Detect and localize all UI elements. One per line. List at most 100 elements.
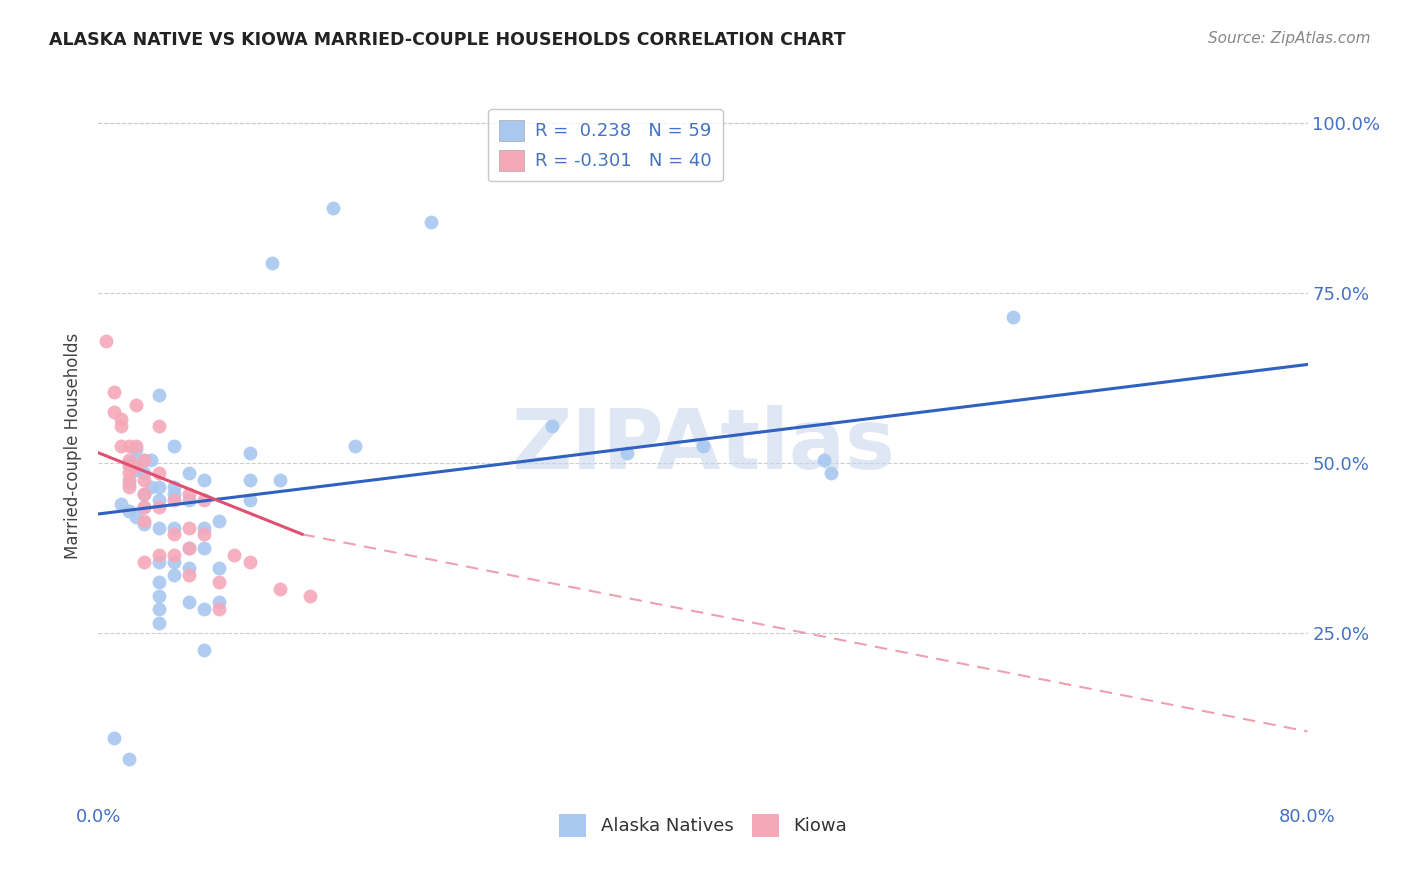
Point bbox=[118, 439, 141, 453]
Point bbox=[163, 555, 186, 569]
Point bbox=[420, 215, 443, 229]
Point bbox=[193, 493, 215, 508]
Point bbox=[148, 480, 170, 494]
Point bbox=[179, 520, 201, 534]
Point bbox=[163, 548, 186, 562]
Point bbox=[262, 255, 284, 269]
Point bbox=[125, 398, 148, 412]
Point bbox=[132, 486, 155, 500]
Y-axis label: Married-couple Households: Married-couple Households bbox=[65, 333, 83, 559]
Point bbox=[208, 561, 231, 575]
Point bbox=[148, 574, 170, 589]
Point bbox=[118, 452, 141, 467]
Point bbox=[94, 334, 117, 348]
Point bbox=[132, 466, 155, 480]
Point bbox=[103, 384, 125, 399]
Text: ZIPAtlas: ZIPAtlas bbox=[510, 406, 896, 486]
Point bbox=[132, 517, 155, 532]
Point bbox=[132, 500, 155, 515]
Point bbox=[179, 466, 201, 480]
Point bbox=[148, 548, 170, 562]
Point bbox=[103, 731, 125, 746]
Point bbox=[110, 418, 132, 433]
Point bbox=[132, 486, 155, 500]
Point bbox=[148, 493, 170, 508]
Point bbox=[148, 615, 170, 630]
Point bbox=[208, 514, 231, 528]
Point bbox=[163, 486, 186, 500]
Point bbox=[125, 442, 148, 457]
Point bbox=[163, 439, 186, 453]
Point bbox=[103, 405, 125, 419]
Point bbox=[110, 439, 132, 453]
Point bbox=[224, 548, 246, 562]
Point bbox=[148, 602, 170, 616]
Point bbox=[125, 452, 148, 467]
Point bbox=[193, 520, 215, 534]
Point bbox=[208, 602, 231, 616]
Point bbox=[163, 493, 186, 508]
Point bbox=[193, 527, 215, 541]
Point bbox=[208, 595, 231, 609]
Point bbox=[132, 452, 155, 467]
Point bbox=[125, 510, 148, 524]
Point bbox=[118, 456, 141, 470]
Point bbox=[141, 452, 163, 467]
Point bbox=[193, 643, 215, 657]
Point bbox=[110, 412, 132, 426]
Point bbox=[125, 463, 148, 477]
Point bbox=[163, 520, 186, 534]
Point bbox=[813, 452, 835, 467]
Point bbox=[163, 527, 186, 541]
Text: Source: ZipAtlas.com: Source: ZipAtlas.com bbox=[1208, 31, 1371, 46]
Point bbox=[299, 589, 322, 603]
Point bbox=[118, 476, 141, 491]
Point bbox=[179, 568, 201, 582]
Point bbox=[132, 555, 155, 569]
Point bbox=[208, 574, 231, 589]
Point bbox=[322, 201, 344, 215]
Point bbox=[193, 602, 215, 616]
Point bbox=[616, 446, 638, 460]
Point bbox=[118, 480, 141, 494]
Point bbox=[269, 582, 291, 596]
Point bbox=[148, 589, 170, 603]
Point bbox=[692, 439, 714, 453]
Point bbox=[239, 493, 262, 508]
Point bbox=[163, 480, 186, 494]
Point bbox=[132, 514, 155, 528]
Point bbox=[820, 466, 842, 480]
Point bbox=[132, 473, 155, 487]
Point bbox=[193, 473, 215, 487]
Point bbox=[141, 480, 163, 494]
Point bbox=[148, 388, 170, 402]
Point bbox=[239, 473, 262, 487]
Point bbox=[125, 439, 148, 453]
Point bbox=[163, 568, 186, 582]
Point bbox=[132, 500, 155, 515]
Point bbox=[179, 541, 201, 555]
Point bbox=[344, 439, 367, 453]
Point bbox=[118, 473, 141, 487]
Point bbox=[148, 500, 170, 515]
Point bbox=[148, 466, 170, 480]
Point bbox=[239, 446, 262, 460]
Point bbox=[148, 520, 170, 534]
Point bbox=[239, 555, 262, 569]
Point bbox=[118, 503, 141, 517]
Point bbox=[118, 466, 141, 480]
Text: ALASKA NATIVE VS KIOWA MARRIED-COUPLE HOUSEHOLDS CORRELATION CHART: ALASKA NATIVE VS KIOWA MARRIED-COUPLE HO… bbox=[49, 31, 846, 49]
Point bbox=[1001, 310, 1024, 324]
Point bbox=[132, 452, 155, 467]
Legend: Alaska Natives, Kiowa: Alaska Natives, Kiowa bbox=[553, 807, 853, 844]
Point bbox=[118, 751, 141, 765]
Point bbox=[179, 541, 201, 555]
Point bbox=[179, 486, 201, 500]
Point bbox=[179, 561, 201, 575]
Point bbox=[540, 418, 562, 433]
Point bbox=[125, 459, 148, 474]
Point bbox=[118, 459, 141, 474]
Point bbox=[148, 418, 170, 433]
Point bbox=[193, 541, 215, 555]
Point bbox=[179, 493, 201, 508]
